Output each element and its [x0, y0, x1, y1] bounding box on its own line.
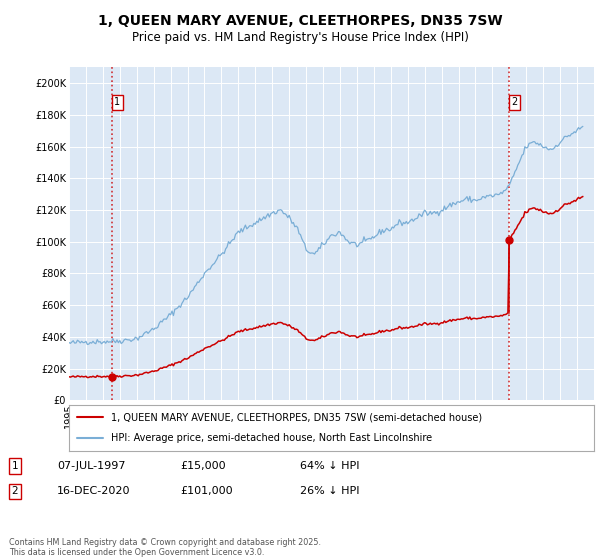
Text: 1, QUEEN MARY AVENUE, CLEETHORPES, DN35 7SW (semi-detached house): 1, QUEEN MARY AVENUE, CLEETHORPES, DN35 … — [111, 412, 482, 422]
Text: Price paid vs. HM Land Registry's House Price Index (HPI): Price paid vs. HM Land Registry's House … — [131, 31, 469, 44]
Text: 16-DEC-2020: 16-DEC-2020 — [57, 486, 131, 496]
Text: 1: 1 — [114, 97, 121, 107]
Text: 1: 1 — [11, 461, 19, 471]
Text: HPI: Average price, semi-detached house, North East Lincolnshire: HPI: Average price, semi-detached house,… — [111, 433, 432, 444]
Text: Contains HM Land Registry data © Crown copyright and database right 2025.
This d: Contains HM Land Registry data © Crown c… — [9, 538, 321, 557]
Text: 1, QUEEN MARY AVENUE, CLEETHORPES, DN35 7SW: 1, QUEEN MARY AVENUE, CLEETHORPES, DN35 … — [98, 14, 502, 28]
Text: 2: 2 — [11, 486, 19, 496]
Text: £101,000: £101,000 — [180, 486, 233, 496]
Text: 64% ↓ HPI: 64% ↓ HPI — [300, 461, 359, 471]
Text: £15,000: £15,000 — [180, 461, 226, 471]
Text: 07-JUL-1997: 07-JUL-1997 — [57, 461, 125, 471]
Text: 26% ↓ HPI: 26% ↓ HPI — [300, 486, 359, 496]
Text: 2: 2 — [511, 97, 517, 107]
